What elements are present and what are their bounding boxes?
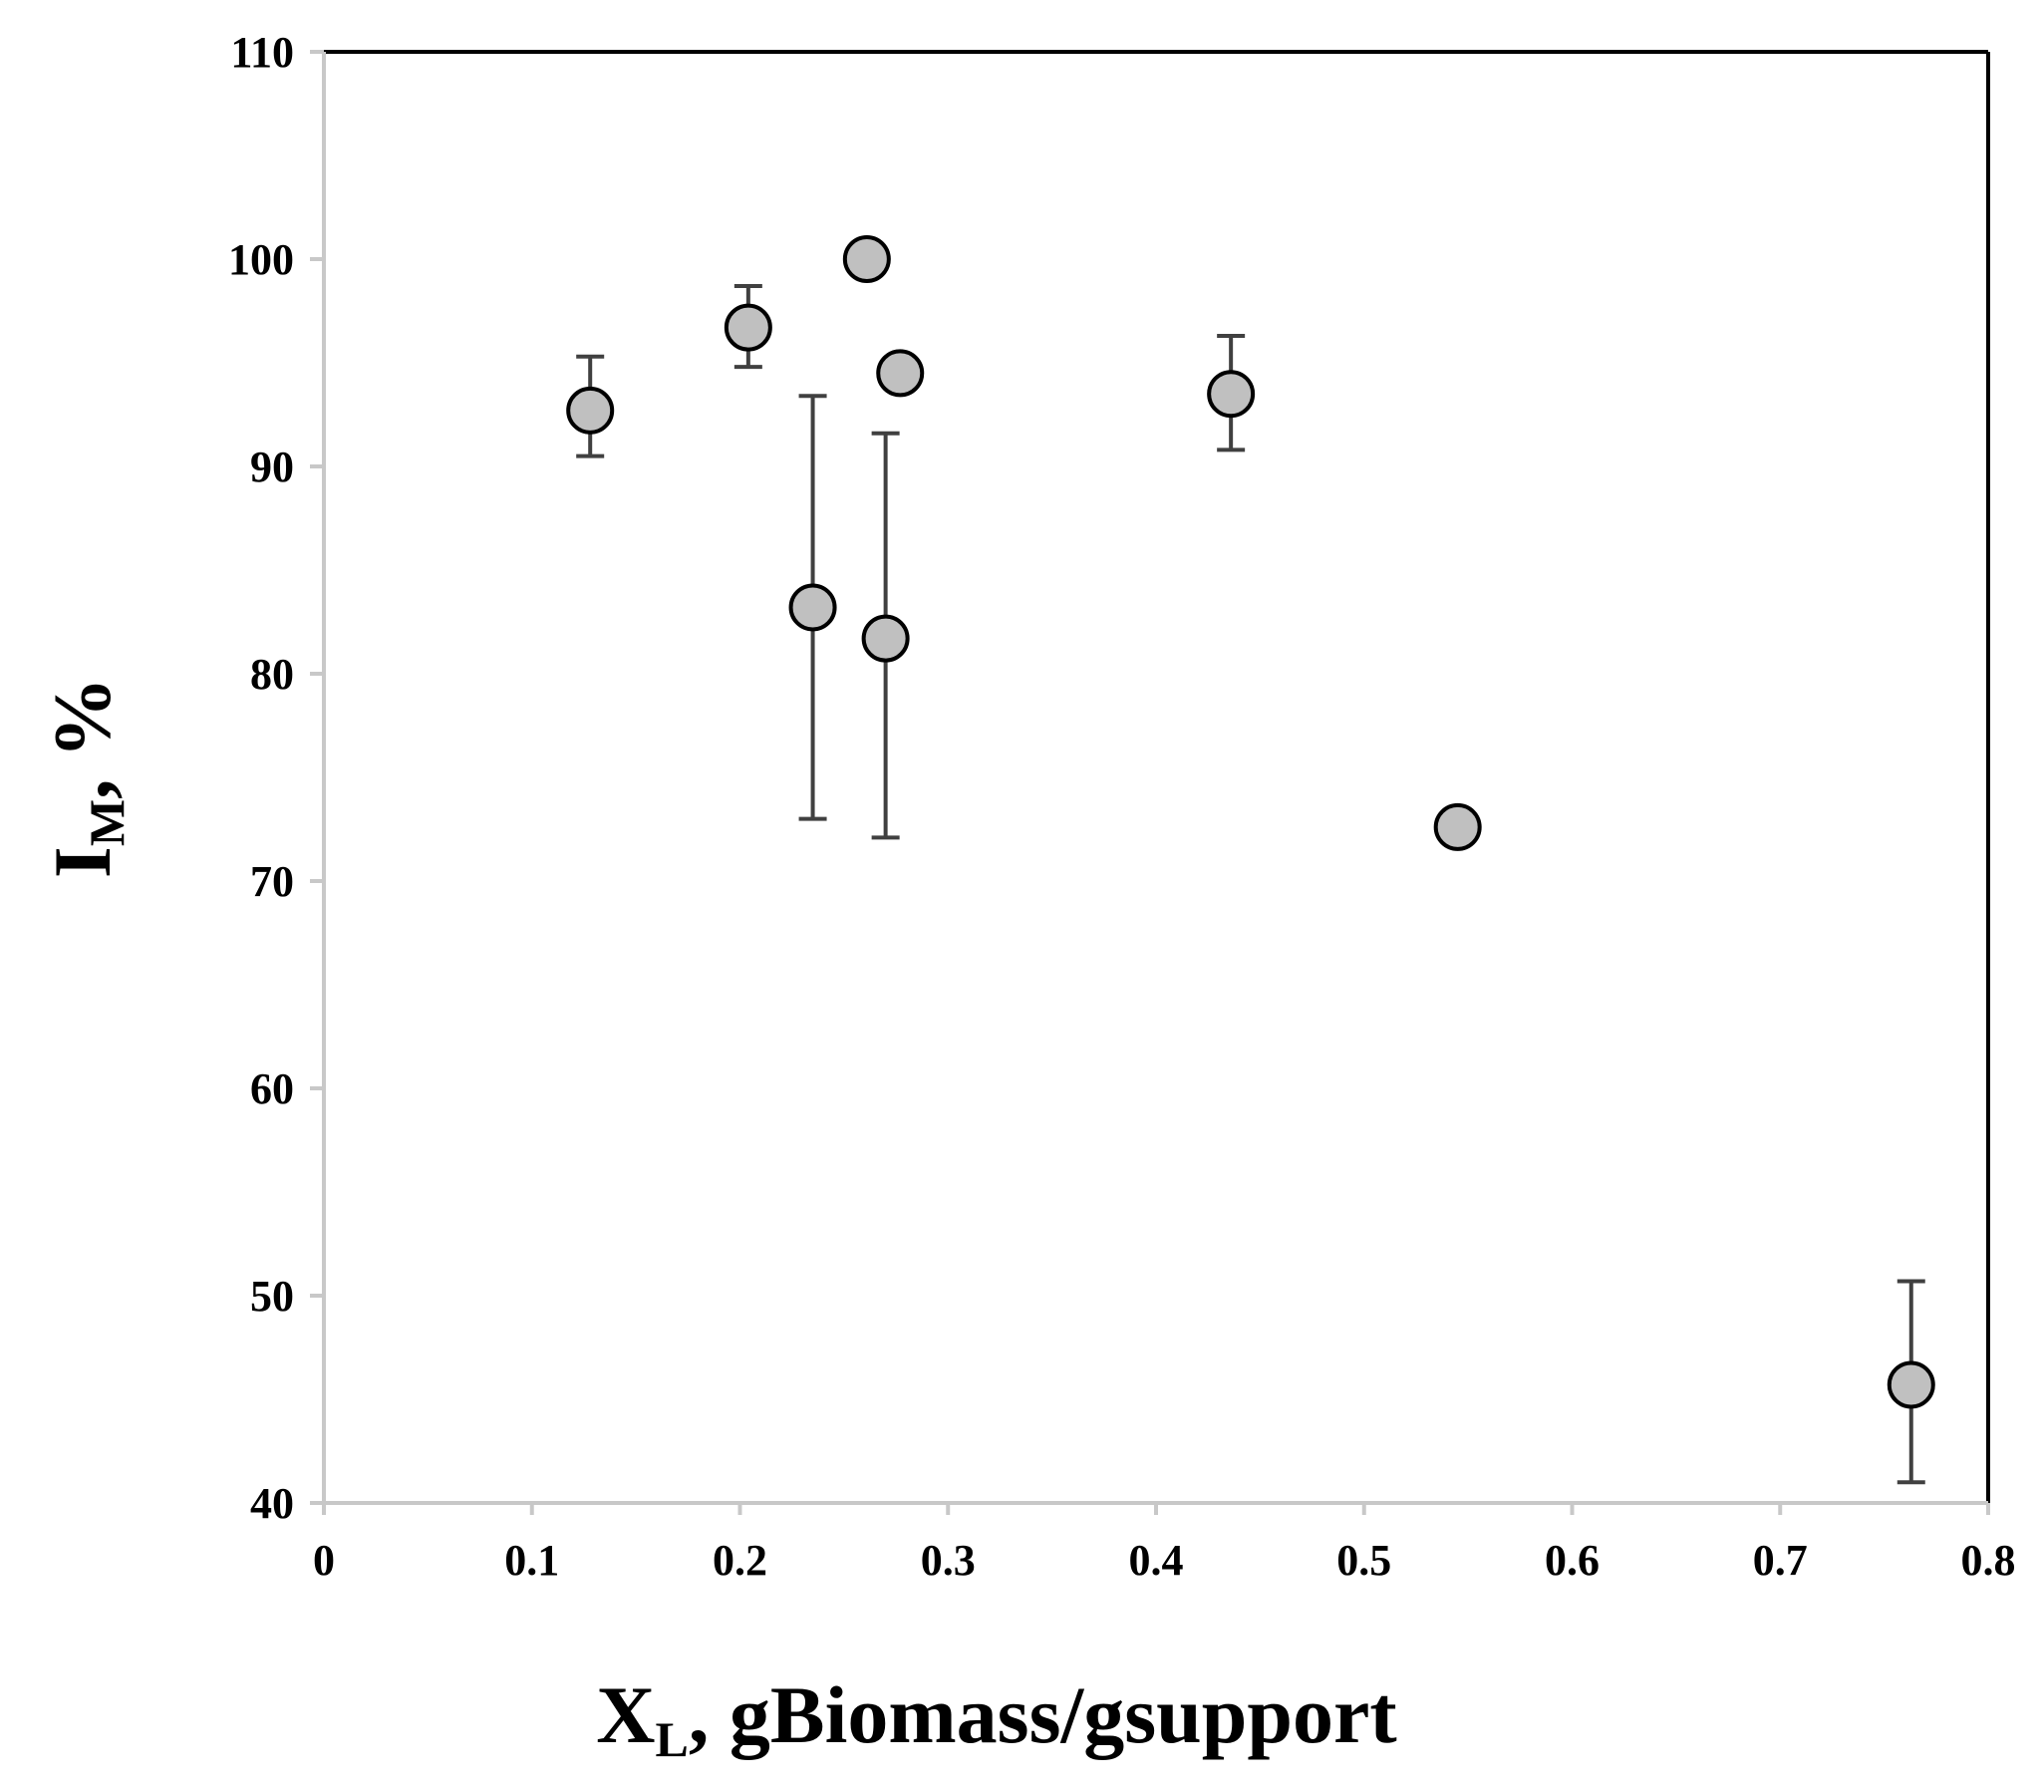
- x-tick-label: 0.7: [1753, 1536, 1808, 1585]
- x-tick-label: 0: [313, 1536, 335, 1585]
- data-point: [724, 303, 772, 352]
- x-tick-label: 0.2: [713, 1536, 767, 1585]
- data-point: [842, 235, 891, 283]
- x-axis-title-main: X: [596, 1669, 655, 1760]
- x-tick-label: 0.4: [1129, 1536, 1184, 1585]
- data-point: [1433, 802, 1482, 851]
- y-axis-title-sub: M: [79, 799, 135, 846]
- y-tick-label: 110: [230, 28, 294, 77]
- y-tick-label: 70: [250, 857, 294, 906]
- x-tick-label: 0.3: [921, 1536, 976, 1585]
- x-tick-label: 0.8: [1961, 1536, 2016, 1585]
- x-axis-title: XL, gBiomass/gsupport: [596, 1669, 1396, 1767]
- x-tick-label: 0.1: [504, 1536, 559, 1585]
- y-tick-label: 100: [228, 235, 294, 284]
- data-point: [1887, 1360, 1935, 1409]
- x-tick-label: 0.5: [1336, 1536, 1391, 1585]
- y-axis-ticks: 40 50 60 70 80 90 100 110: [228, 28, 324, 1528]
- y-tick-label: 40: [250, 1479, 294, 1528]
- data-point: [1207, 370, 1256, 419]
- data-point: [566, 386, 615, 435]
- data-point: [876, 349, 925, 398]
- x-tick-label: 0.6: [1545, 1536, 1600, 1585]
- y-tick-label: 50: [250, 1272, 294, 1321]
- y-axis-title: IM, %: [37, 677, 135, 878]
- x-axis-title-sub: L: [656, 1711, 689, 1767]
- y-tick-label: 60: [250, 1064, 294, 1113]
- error-bars: [576, 284, 1925, 1485]
- y-axis-title-rest: , %: [37, 677, 128, 799]
- y-tick-label: 90: [250, 443, 294, 491]
- x-axis-ticks: 0 0.1 0.2 0.3 0.4 0.5 0.6 0.7 0.8: [313, 1503, 2016, 1585]
- y-axis-title-main: I: [37, 846, 128, 878]
- data-points: [566, 235, 1935, 1409]
- y-tick-label: 80: [250, 650, 294, 699]
- x-axis-title-rest: , gBiomass/gsupport: [689, 1669, 1397, 1760]
- data-point: [788, 583, 837, 632]
- data-point: [861, 614, 910, 663]
